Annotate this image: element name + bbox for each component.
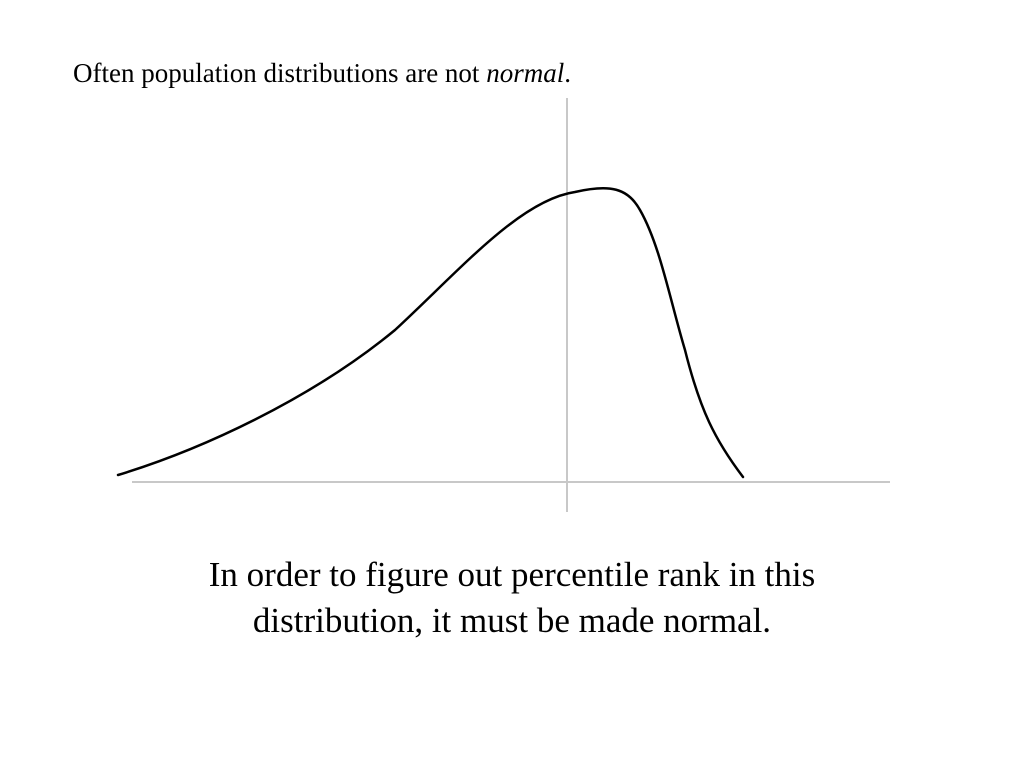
caption-line-2: distribution, it must be made normal. [252,601,772,640]
heading-trail: . [564,58,571,88]
heading-emphasis: normal [486,58,565,88]
slide-caption: In order to figure out percentile rank i… [112,552,912,644]
caption-line-1: In order to figure out percentile rank i… [208,555,816,594]
heading-lead: Often population distributions are not [73,58,487,88]
slide-heading: Often population distributions are not n… [73,56,571,90]
distribution-curve [116,186,745,479]
